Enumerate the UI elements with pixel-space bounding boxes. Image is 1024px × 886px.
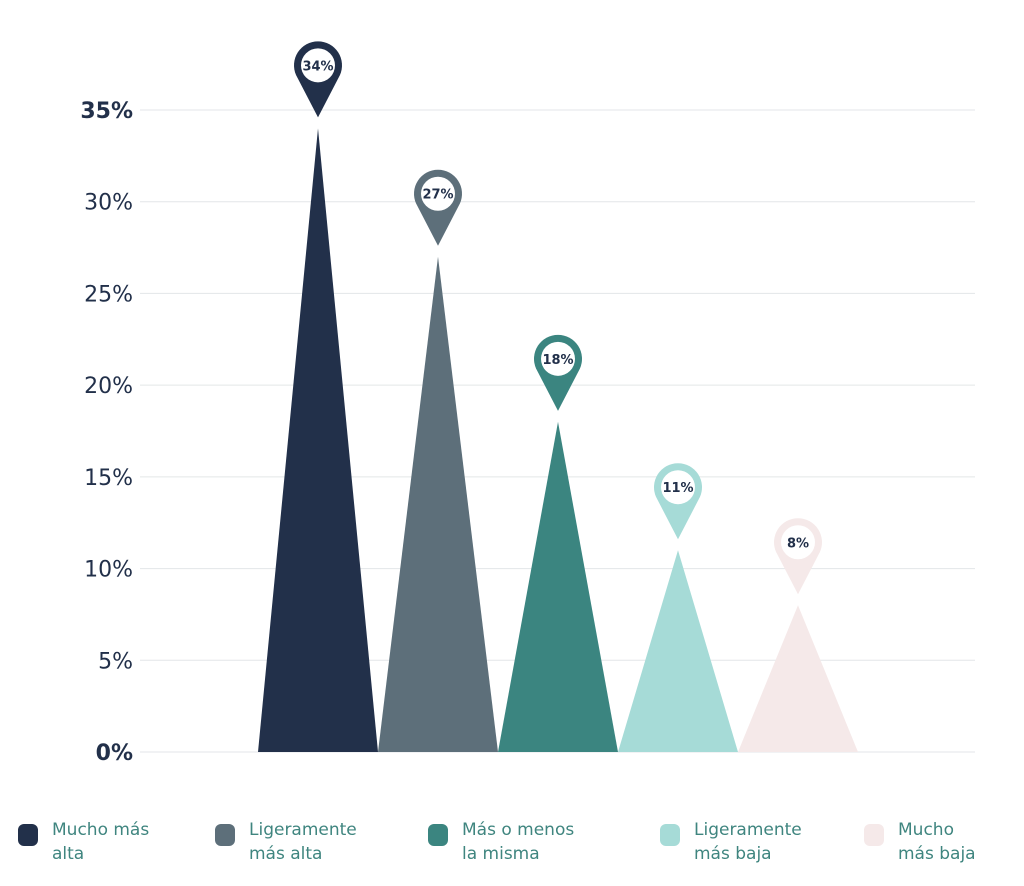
chart: 0% 5% 10% 15% 20% 25% 30% 35% 34% 27% 18% 11% 8% xyxy=(80,41,975,766)
data-label: 34% xyxy=(302,59,333,74)
y-tick-label: 15% xyxy=(84,466,133,491)
legend-label: Ligeramente más baja xyxy=(694,820,802,864)
data-label: 27% xyxy=(422,188,453,203)
legend-swatch xyxy=(660,824,680,846)
legend-label: Mucho más baja xyxy=(898,820,976,864)
pin-inner xyxy=(541,341,575,376)
y-tick-label: 35% xyxy=(80,99,133,124)
bar-triangle xyxy=(738,605,858,752)
bar-triangle xyxy=(378,256,498,752)
legend-swatch xyxy=(215,824,235,846)
data-label: 18% xyxy=(542,353,573,368)
legend-item: Ligeramente más baja xyxy=(660,818,834,866)
legend-label: Mucho más alta xyxy=(52,820,150,864)
legend-swatch xyxy=(864,824,884,846)
legend-swatch xyxy=(18,824,38,846)
pin-inner xyxy=(781,525,815,560)
bar-triangle xyxy=(258,128,378,753)
pin-inner xyxy=(661,470,695,505)
legend-item: Más o menos la misma xyxy=(428,818,602,866)
bar-triangle xyxy=(498,421,618,752)
legend-item: Ligeramente más alta xyxy=(215,818,389,866)
legend-item: Mucho más baja xyxy=(864,818,1024,866)
y-tick-label: 10% xyxy=(84,558,133,583)
legend: Mucho más alta Ligeramente más alta Más o … xyxy=(0,818,1024,878)
legend-label: Ligeramente más alta xyxy=(249,820,357,864)
bar-triangle xyxy=(618,550,738,752)
legend-label: Más o menos la misma xyxy=(462,820,575,864)
y-tick-label: 5% xyxy=(98,649,133,674)
pin-inner xyxy=(421,176,455,211)
pin-inner xyxy=(301,48,335,83)
y-tick-label: 0% xyxy=(96,741,133,766)
data-label: 8% xyxy=(787,536,809,551)
data-label: 11% xyxy=(662,481,693,496)
y-tick-label: 25% xyxy=(84,282,133,307)
y-tick-label: 30% xyxy=(84,191,133,216)
y-tick-label: 20% xyxy=(84,374,133,399)
legend-swatch xyxy=(428,824,448,846)
legend-item: Mucho más alta xyxy=(18,818,192,866)
